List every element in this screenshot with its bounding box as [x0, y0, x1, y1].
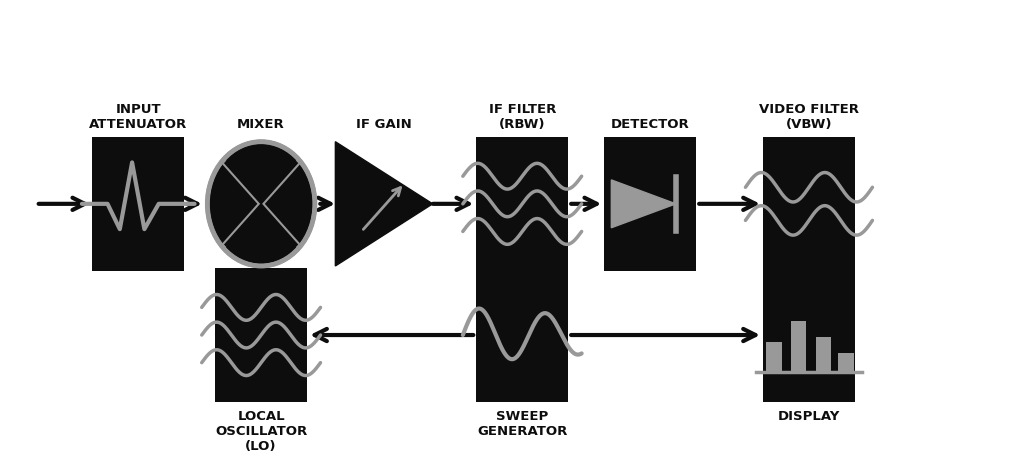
Text: DETECTOR: DETECTOR: [611, 118, 689, 131]
FancyBboxPatch shape: [766, 342, 782, 372]
Text: MIXER: MIXER: [238, 118, 285, 131]
FancyBboxPatch shape: [476, 269, 568, 402]
Polygon shape: [611, 181, 676, 228]
Text: INPUT
ATTENUATOR: INPUT ATTENUATOR: [89, 103, 187, 131]
Text: LOCAL
OSCILLATOR
(LO): LOCAL OSCILLATOR (LO): [215, 409, 307, 452]
FancyBboxPatch shape: [476, 138, 568, 271]
Ellipse shape: [207, 143, 315, 266]
FancyBboxPatch shape: [92, 138, 184, 271]
Text: IF FILTER
(RBW): IF FILTER (RBW): [488, 103, 556, 131]
FancyBboxPatch shape: [816, 338, 831, 372]
Polygon shape: [225, 204, 297, 262]
FancyBboxPatch shape: [839, 353, 854, 372]
Polygon shape: [336, 143, 432, 266]
Text: VIDEO FILTER
(VBW): VIDEO FILTER (VBW): [759, 103, 859, 131]
FancyBboxPatch shape: [763, 138, 855, 271]
FancyBboxPatch shape: [604, 138, 696, 271]
Polygon shape: [225, 147, 297, 204]
FancyBboxPatch shape: [763, 269, 855, 402]
Text: IF GAIN: IF GAIN: [356, 118, 412, 131]
Text: DISPLAY: DISPLAY: [778, 409, 840, 422]
FancyBboxPatch shape: [215, 269, 307, 402]
Text: SWEEP
GENERATOR: SWEEP GENERATOR: [477, 409, 567, 437]
FancyBboxPatch shape: [792, 321, 807, 372]
